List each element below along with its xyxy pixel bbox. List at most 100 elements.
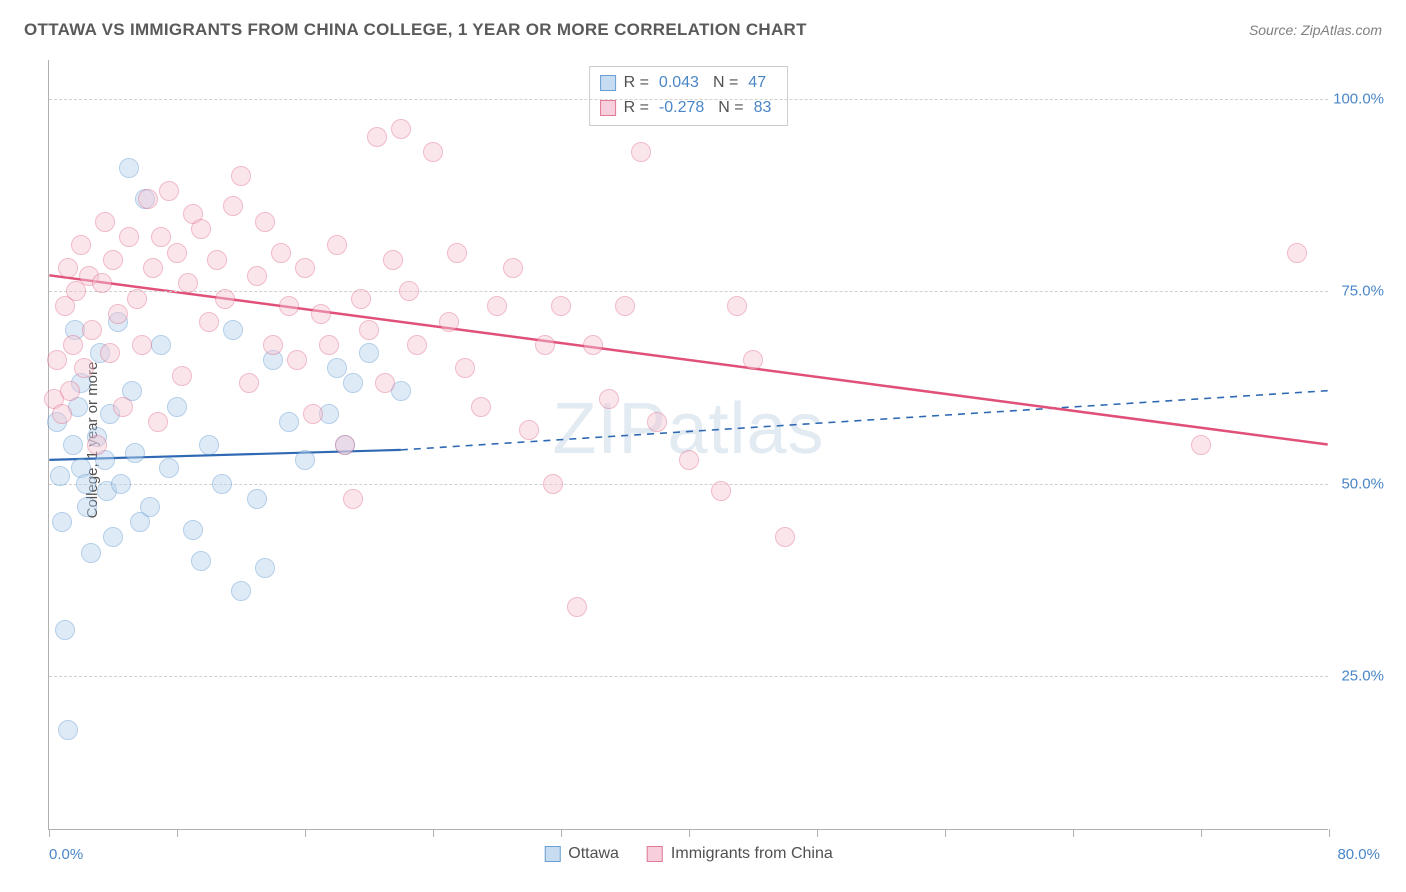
scatter-point (359, 320, 379, 340)
scatter-point (212, 474, 232, 494)
scatter-point (471, 397, 491, 417)
scatter-point (71, 235, 91, 255)
legend-swatch-china (647, 846, 663, 862)
gridline (49, 676, 1328, 677)
legend-swatch-ottawa (544, 846, 560, 862)
scatter-point (58, 720, 78, 740)
stats-swatch (600, 100, 616, 116)
ytick-label: 50.0% (1341, 475, 1384, 492)
gridline (49, 99, 1328, 100)
scatter-point (287, 350, 307, 370)
scatter-point (132, 335, 152, 355)
scatter-point (119, 158, 139, 178)
xtick (305, 829, 306, 837)
scatter-point (140, 497, 160, 517)
ytick-label: 75.0% (1341, 283, 1384, 300)
scatter-point (407, 335, 427, 355)
stats-swatch (600, 75, 616, 91)
scatter-point (82, 320, 102, 340)
legend-label-china: Immigrants from China (671, 845, 833, 863)
scatter-point (1191, 435, 1211, 455)
stats-r-value: 0.043 (659, 71, 699, 96)
scatter-point (247, 489, 267, 509)
scatter-point (191, 219, 211, 239)
scatter-point (58, 258, 78, 278)
scatter-point (743, 350, 763, 370)
xtick (817, 829, 818, 837)
xtick (1201, 829, 1202, 837)
scatter-point (375, 373, 395, 393)
scatter-point (87, 435, 107, 455)
scatter-point (343, 373, 363, 393)
scatter-point (295, 258, 315, 278)
scatter-point (113, 397, 133, 417)
scatter-point (567, 597, 587, 617)
scatter-point (279, 296, 299, 316)
ytick-label: 25.0% (1341, 668, 1384, 685)
scatter-point (327, 358, 347, 378)
scatter-point (207, 250, 227, 270)
scatter-point (199, 312, 219, 332)
legend-item-ottawa: Ottawa (544, 845, 619, 863)
scatter-point (103, 527, 123, 547)
scatter-point (223, 196, 243, 216)
scatter-point (351, 289, 371, 309)
scatter-point (311, 304, 331, 324)
plot-area: ZIPatlas R = 0.043 N = 47R = -0.278 N = … (48, 60, 1328, 830)
scatter-point (95, 212, 115, 232)
scatter-point (183, 520, 203, 540)
scatter-point (1287, 243, 1307, 263)
legend-label-ottawa: Ottawa (568, 845, 619, 863)
xtick (561, 829, 562, 837)
xtick (177, 829, 178, 837)
scatter-point (167, 243, 187, 263)
stats-r-value: -0.278 (659, 96, 704, 121)
scatter-point (60, 381, 80, 401)
scatter-point (319, 335, 339, 355)
scatter-point (52, 404, 72, 424)
stats-row: R = -0.278 N = 83 (600, 96, 778, 121)
scatter-point (727, 296, 747, 316)
scatter-point (647, 412, 667, 432)
scatter-point (63, 435, 83, 455)
scatter-point (151, 335, 171, 355)
scatter-point (543, 474, 563, 494)
scatter-point (100, 343, 120, 363)
scatter-point (167, 397, 187, 417)
scatter-point (423, 142, 443, 162)
scatter-point (295, 450, 315, 470)
gridline (49, 291, 1328, 292)
stats-r-label: R = (624, 71, 649, 96)
scatter-point (223, 320, 243, 340)
scatter-point (159, 458, 179, 478)
scatter-point (108, 304, 128, 324)
scatter-point (148, 412, 168, 432)
scatter-point (535, 335, 555, 355)
scatter-point (335, 435, 355, 455)
stats-legend-box: R = 0.043 N = 47R = -0.278 N = 83 (589, 66, 789, 126)
scatter-point (615, 296, 635, 316)
scatter-point (103, 250, 123, 270)
scatter-point (74, 358, 94, 378)
chart-title: OTTAWA VS IMMIGRANTS FROM CHINA COLLEGE,… (24, 20, 807, 40)
scatter-point (81, 543, 101, 563)
scatter-point (255, 558, 275, 578)
scatter-point (178, 273, 198, 293)
scatter-point (455, 358, 475, 378)
xtick (945, 829, 946, 837)
stats-r-label: R = (624, 96, 649, 121)
scatter-point (439, 312, 459, 332)
scatter-point (63, 335, 83, 355)
scatter-point (159, 181, 179, 201)
scatter-point (775, 527, 795, 547)
scatter-point (391, 119, 411, 139)
scatter-point (679, 450, 699, 470)
scatter-point (231, 166, 251, 186)
scatter-point (111, 474, 131, 494)
scatter-point (367, 127, 387, 147)
scatter-point (119, 227, 139, 247)
scatter-point (47, 350, 67, 370)
chart-header: OTTAWA VS IMMIGRANTS FROM CHINA COLLEGE,… (24, 20, 1382, 40)
legend-item-china: Immigrants from China (647, 845, 833, 863)
scatter-point (383, 250, 403, 270)
